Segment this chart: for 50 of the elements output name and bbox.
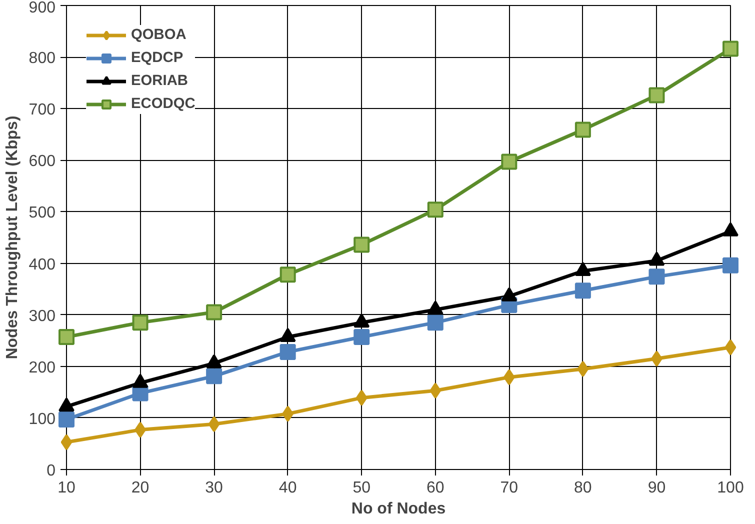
point [574,122,591,138]
x-tick-label: 50 [352,480,371,496]
point [724,339,736,356]
point [206,304,222,320]
x-tick-label: 80 [574,480,592,496]
x-tick-label: 20 [131,480,150,496]
legend-label: EQDCP [131,50,184,66]
y-tick-label: 0 [46,462,56,480]
point [574,282,591,299]
point [427,202,444,218]
point [430,382,442,399]
point [132,314,148,331]
legend-label: ECODQC [131,96,196,112]
x-tick-label: 60 [426,480,444,496]
x-tick-label: 10 [58,480,76,496]
x-tick-label: 70 [500,480,518,496]
y-tick-label: 400 [28,256,56,274]
legend-label: EORIAB [131,73,188,89]
point [280,344,296,360]
y-tick-label: 800 [28,50,56,68]
point [206,368,222,384]
y-tick-label: 600 [28,153,56,170]
point [648,87,665,104]
x-tick-label: 100 [717,480,744,496]
point [427,314,444,331]
y-tick-label: 200 [28,359,56,376]
y-tick-label: 300 [28,308,56,325]
point [501,154,518,170]
point [208,416,220,432]
y-tick-label: 500 [28,204,56,222]
point [354,329,370,345]
x-axis-title: No of Nodes [351,500,446,518]
y-tick-label: 900 [28,0,56,16]
x-tick-label: 40 [278,480,297,496]
point [577,360,589,377]
point [280,266,296,283]
point [60,434,72,450]
point [354,236,370,253]
point [356,390,368,406]
point [722,40,738,57]
y-tick-label: 700 [28,102,56,119]
x-tick-label: 90 [648,480,666,496]
point [648,268,665,285]
y-tick-label: 100 [28,410,56,428]
point [58,329,74,345]
y-axis-title: Nodes Throughput Level (Kbps) [4,116,21,360]
legend-label: QOBOA [131,27,186,43]
point [58,411,74,428]
x-tick-label: 30 [205,480,224,496]
point [722,257,738,274]
